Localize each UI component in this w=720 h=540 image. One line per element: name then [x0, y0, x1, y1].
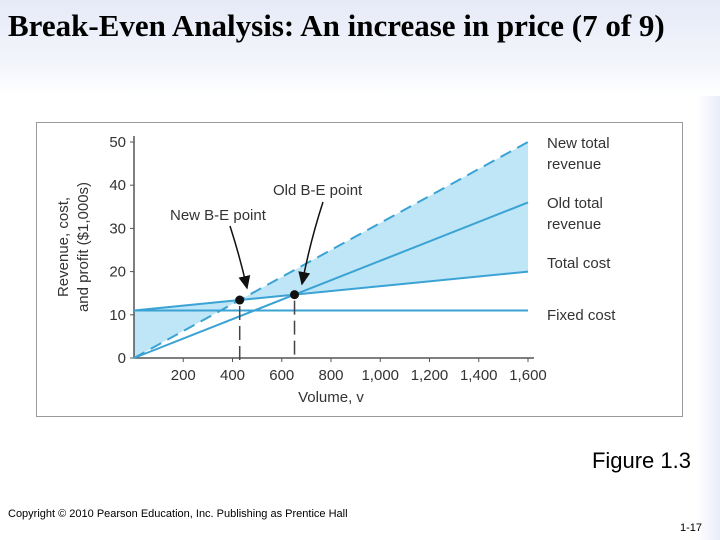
profit-region	[239, 142, 528, 301]
side-decoration	[696, 96, 720, 540]
page-number: 1-17	[679, 522, 702, 534]
new-break-even-arrow	[229, 225, 251, 290]
new-break-even-label: New B-E point	[170, 207, 267, 224]
x-tick-label: 1,600	[509, 367, 547, 384]
x-tick-label: 600	[269, 367, 294, 384]
break-even-chart: 0 10 20 30 40 50 200 400 600 800 1,000 1,200 1,400 1,…	[55, 134, 616, 406]
x-tick-label: 1,400	[460, 367, 498, 384]
x-tick-label: 200	[171, 367, 196, 384]
series-label-old-total-revenue: revenue	[547, 216, 601, 233]
series-label-old-total-revenue: Old total	[547, 195, 603, 212]
y-tick-label: 20	[109, 264, 126, 281]
copyright-notice: Copyright © 2010 Pearson Education, Inc.…	[8, 508, 348, 520]
series-line-total-cost	[133, 270, 529, 312]
old-break-even-label: Old B-E point	[273, 182, 363, 199]
x-tick-label: 1,200	[411, 367, 449, 384]
x-tick-label: 1,000	[361, 367, 399, 384]
new-break-even-point	[235, 295, 245, 305]
old-break-even-point	[290, 290, 300, 300]
series-label-new-total-revenue: revenue	[547, 156, 601, 173]
y-axis-label: Revenue, cost,	[55, 197, 72, 297]
slide-title: Break-Even Analysis: An increase in pric…	[8, 8, 665, 43]
old-break-even-arrow	[298, 201, 324, 286]
title-band	[0, 0, 720, 96]
y-tick-label: 30	[109, 220, 126, 237]
y-axis-label: and profit ($1,000s)	[75, 182, 92, 312]
x-tick-label: 800	[318, 367, 343, 384]
series-label-new-total-revenue: New total	[547, 135, 610, 152]
y-tick-label: 10	[109, 307, 126, 324]
y-tick-label: 50	[109, 134, 126, 151]
y-tick-label: 0	[118, 350, 126, 367]
x-tick-label: 400	[220, 367, 245, 384]
series-label-total-cost: Total cost	[547, 255, 611, 272]
x-axis-label: Volume, v	[298, 389, 364, 406]
series-label-fixed-cost: Fixed cost	[547, 307, 616, 324]
figure-caption: Figure 1.3	[591, 448, 691, 473]
series-line-old-total-revenue	[133, 201, 529, 359]
y-tick-label: 40	[109, 177, 126, 194]
